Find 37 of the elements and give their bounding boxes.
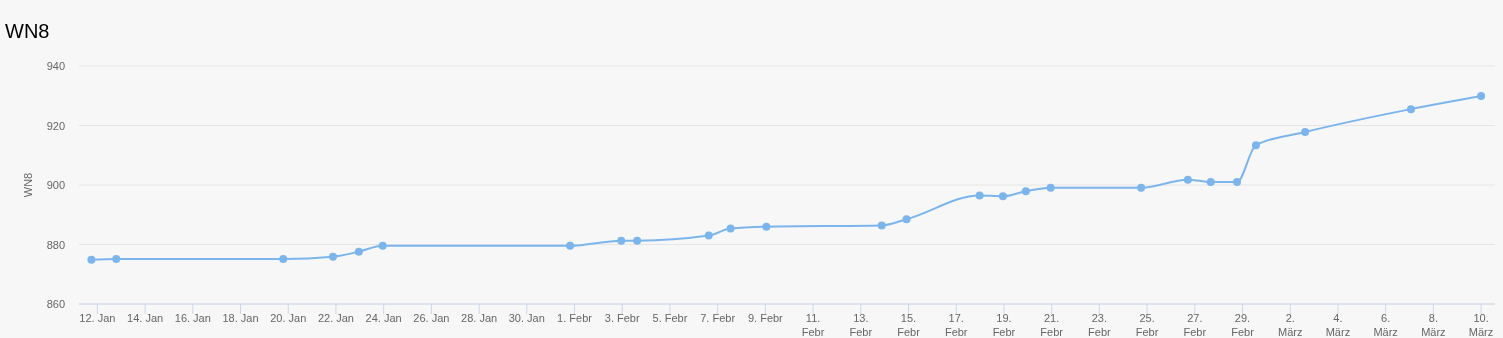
x-tick-label: 24. Jan xyxy=(365,312,402,324)
x-tick-label: 5. Febr xyxy=(652,312,688,324)
x-tick-label: 12. Jan xyxy=(79,312,116,324)
x-tick-label: 1. Febr xyxy=(557,312,593,324)
x-tick-label: 30. Jan xyxy=(508,312,545,324)
x-tick-label: 8. März xyxy=(1421,312,1446,338)
y-tick-label: 920 xyxy=(46,119,65,132)
chart-title: WN8 xyxy=(5,20,50,42)
x-tick-label: 25. Febr xyxy=(1135,312,1159,338)
x-tick-label: 15. Febr xyxy=(897,312,921,338)
y-tick-label: 900 xyxy=(46,179,65,191)
x-tick-label: 4. März xyxy=(1325,312,1351,338)
x-tick-label: 2. März xyxy=(1278,312,1303,338)
x-tick-label: 7. Febr xyxy=(700,312,736,324)
y-tick-label: 860 xyxy=(46,298,65,310)
x-tick-label: 28. Jan xyxy=(461,312,498,324)
x-tick-label: 21. Febr xyxy=(1040,312,1064,338)
x-tick-label: 22. Jan xyxy=(317,312,354,324)
x-tick-label: 27. Febr xyxy=(1183,312,1207,338)
x-tick-label: 13. Febr xyxy=(849,312,873,338)
x-tick-label: 14. Jan xyxy=(127,312,164,324)
x-tick-label: 19. Febr xyxy=(992,312,1016,338)
x-tick-label: 3. Febr xyxy=(604,312,640,324)
y-tick-label: 940 xyxy=(46,60,65,72)
x-tick-label: 26. Jan xyxy=(413,312,450,324)
x-tick-label: 16. Jan xyxy=(174,312,211,324)
x-tick-label: 29. Febr xyxy=(1231,312,1255,338)
x-tick-label: 6. März xyxy=(1373,312,1398,338)
x-tick-label: 10. März xyxy=(1468,312,1494,338)
y-tick-label: 880 xyxy=(46,238,65,251)
x-tick-label: 23. Febr xyxy=(1088,312,1112,338)
x-tick-label: 17. Febr xyxy=(944,312,968,338)
x-tick-label: 20. Jan xyxy=(270,312,307,324)
x-tick-label: 11. Febr xyxy=(801,312,825,338)
y-axis-title: WN8 xyxy=(22,172,34,198)
x-tick-label: 9. Febr xyxy=(747,312,784,324)
x-tick-label: 18. Jan xyxy=(222,312,259,324)
